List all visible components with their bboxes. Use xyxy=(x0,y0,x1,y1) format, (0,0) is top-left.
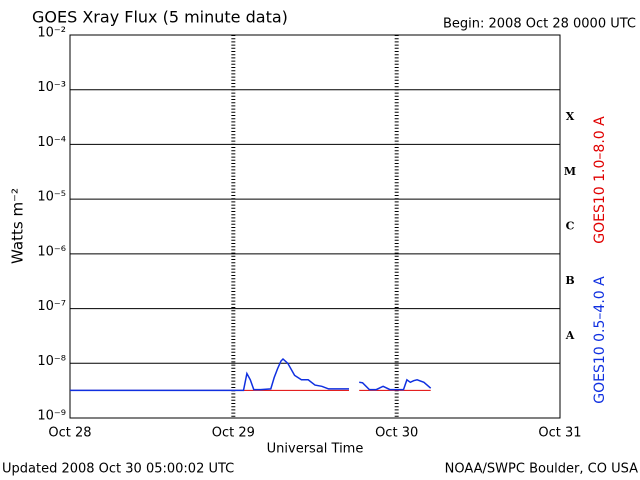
y-tick-label: 10⁻⁹ xyxy=(37,409,66,424)
y-tick-label: 10⁻⁸ xyxy=(37,354,66,369)
y-axis-title: Watts m⁻² xyxy=(9,188,27,264)
y-tick-label: 10⁻⁴ xyxy=(37,135,66,150)
x-tick-label: Oct 30 xyxy=(375,426,418,441)
class-label: X xyxy=(566,110,575,123)
x-tick-label: Oct 29 xyxy=(212,426,255,441)
class-label: M xyxy=(564,165,576,178)
y-tick-label: 10⁻⁷ xyxy=(37,299,66,314)
class-label: C xyxy=(566,220,575,233)
footer-right: NOAA/SWPC Boulder, CO USA xyxy=(445,462,638,477)
y-tick-label: 10⁻³ xyxy=(37,80,66,95)
legend-entry: GOES10 1.0–8.0 A xyxy=(592,116,608,244)
subtitle: Begin: 2008 Oct 28 0000 UTC xyxy=(443,17,636,32)
y-tick-label: 10⁻⁶ xyxy=(37,244,66,259)
x-axis-title: Universal Time xyxy=(267,442,364,457)
y-tick-label: 10⁻² xyxy=(37,26,66,41)
legend-entry: GOES10 0.5–4.0 A xyxy=(592,276,608,404)
x-tick-label: Oct 28 xyxy=(48,426,91,441)
chart-title: GOES Xray Flux (5 minute data) xyxy=(32,8,288,27)
x-tick-label: Oct 31 xyxy=(538,426,581,441)
class-label: A xyxy=(565,329,575,342)
class-label: B xyxy=(565,274,574,287)
series-line xyxy=(70,357,432,392)
y-tick-label: 10⁻⁵ xyxy=(37,190,66,205)
footer-left: Updated 2008 Oct 30 05:00:02 UTC xyxy=(2,462,234,477)
